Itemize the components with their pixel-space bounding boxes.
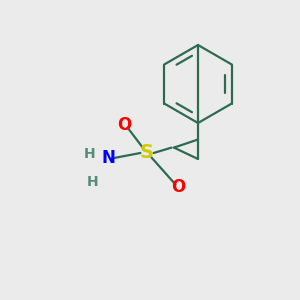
Text: O: O [117, 116, 132, 134]
Text: H: H [87, 175, 99, 188]
Text: N: N [101, 149, 115, 167]
Text: S: S [140, 143, 154, 163]
Text: O: O [171, 178, 186, 196]
Text: H: H [83, 147, 95, 161]
